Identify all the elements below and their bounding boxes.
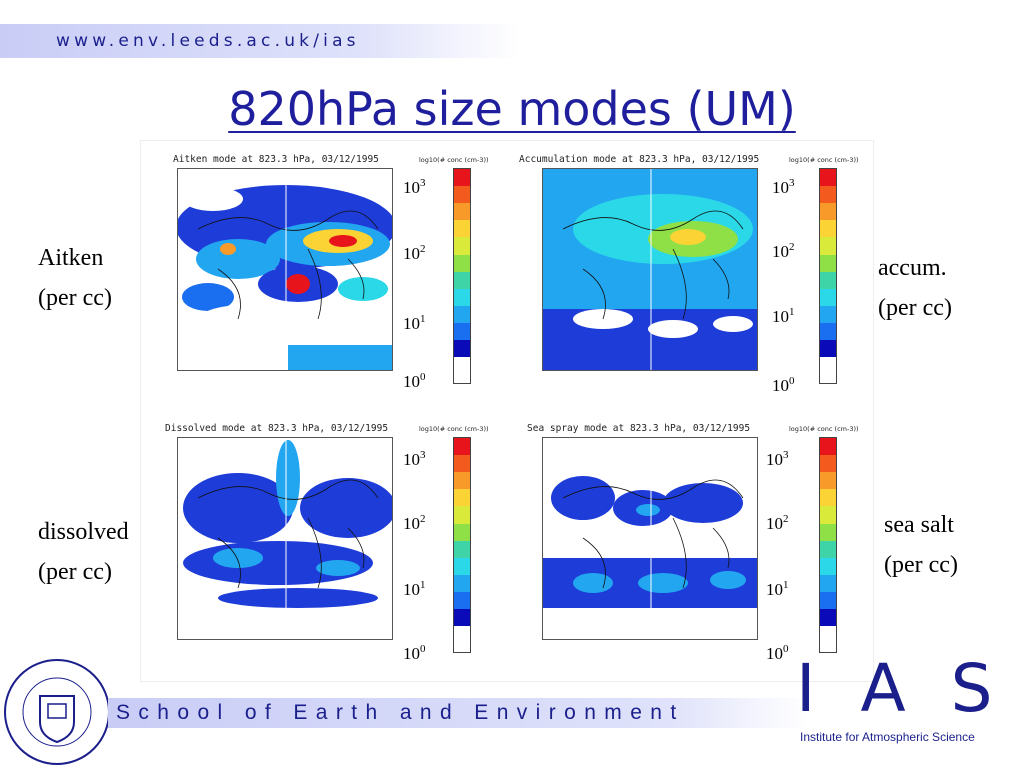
label-accum-line2: (per cc) <box>878 295 952 321</box>
map-sea-spray <box>542 437 758 640</box>
map-aitken <box>177 168 393 371</box>
power-label-dissolved-0: 100 <box>403 643 426 663</box>
panel-caption-dissolved: Dissolved mode at 823.3 hPa, 03/12/1995 <box>165 423 389 434</box>
label-aitken: Aitken (per cc) <box>38 238 112 318</box>
school-banner: School of Earth and Environment <box>108 698 808 728</box>
panel-caption-accumulation: Accumulation mode at 823.3 hPa, 03/12/19… <box>519 154 760 165</box>
ias-logo: I A S <box>796 650 1005 727</box>
colorbar-title-sea-spray: log10(# conc (cm-3)) <box>789 425 859 433</box>
colorbar-sea-spray <box>819 437 837 653</box>
power-label-accum-2: 102 <box>772 241 795 261</box>
label-dissolved: dissolved (per cc) <box>38 512 129 592</box>
school-name: School of Earth and Environment <box>116 701 685 724</box>
power-label-seaspray-2: 102 <box>766 513 789 533</box>
label-dissolved-line1: dissolved <box>38 519 129 545</box>
label-aitken-line2: (per cc) <box>38 285 112 311</box>
panel-caption-aitken: Aitken mode at 823.3 hPa, 03/12/1995 <box>173 154 379 165</box>
colorbar-title-dissolved: log10(# conc (cm-3)) <box>419 425 489 433</box>
power-label-dissolved-3: 103 <box>403 449 426 469</box>
url-text: www.env.leeds.ac.uk/ias <box>56 31 360 51</box>
label-accum-line1: accum. <box>878 255 947 281</box>
panel-caption-sea-spray: Sea spray mode at 823.3 hPa, 03/12/1995 <box>527 423 751 434</box>
colorbar-dissolved <box>453 437 471 653</box>
map-dissolved <box>177 437 393 640</box>
ias-subtitle: Institute for Atmospheric Science <box>800 730 975 744</box>
colorbar-title-aitken: log10(# conc (cm-3)) <box>419 156 489 164</box>
colorbar-aitken <box>453 168 471 384</box>
url-banner: www.env.leeds.ac.uk/ias <box>0 24 520 58</box>
power-label-accum-3: 103 <box>772 177 795 197</box>
label-sea-salt: sea salt (per cc) <box>884 505 958 585</box>
label-sea-salt-line2: (per cc) <box>884 552 958 578</box>
label-accum: accum. (per cc) <box>878 248 952 328</box>
power-label-accum-1: 101 <box>772 306 795 326</box>
power-label-aitken-1: 101 <box>403 313 426 333</box>
power-label-accum-0: 100 <box>772 375 795 395</box>
power-label-seaspray-1: 101 <box>766 579 789 599</box>
power-label-aitken-3: 103 <box>403 177 426 197</box>
power-label-dissolved-1: 101 <box>403 579 426 599</box>
map-accumulation <box>542 168 758 371</box>
label-aitken-line1: Aitken <box>38 245 104 271</box>
power-label-aitken-0: 100 <box>403 371 426 391</box>
label-dissolved-line2: (per cc) <box>38 559 112 585</box>
power-label-seaspray-3: 103 <box>766 449 789 469</box>
label-sea-salt-line1: sea salt <box>884 512 954 538</box>
colorbar-accumulation <box>819 168 837 384</box>
university-of-leeds-crest-logo <box>4 659 110 765</box>
power-label-dissolved-2: 102 <box>403 513 426 533</box>
colorbar-title-accumulation: log10(# conc (cm-3)) <box>789 156 859 164</box>
power-label-aitken-2: 102 <box>403 243 426 263</box>
figure-panel-grid: Aitken mode at 823.3 hPa, 03/12/1995 log… <box>141 141 873 681</box>
slide-title: 820hPa size modes (UM) <box>228 82 796 136</box>
power-label-seaspray-0: 100 <box>766 643 789 663</box>
